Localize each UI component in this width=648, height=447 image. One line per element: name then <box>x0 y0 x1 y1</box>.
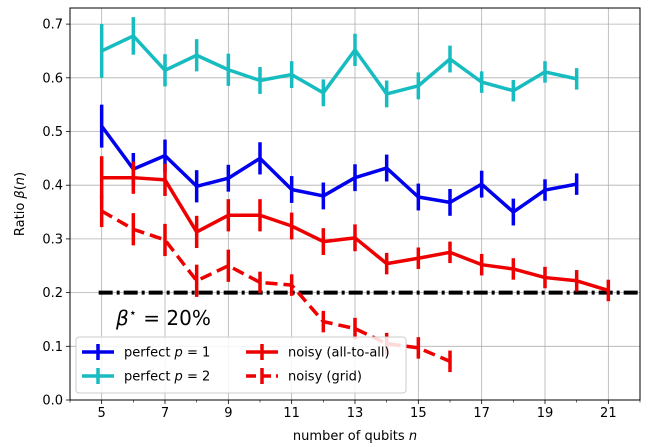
series-line <box>100 34 578 96</box>
y-tick-label: 0.6 <box>42 71 63 86</box>
x-tick-label: 21 <box>600 406 617 421</box>
legend: perfect p = 1 perfect p = 2 noisy (all-to-… <box>75 336 407 394</box>
legend-label: perfect p = 2 <box>124 370 210 385</box>
legend-item: perfect p = 1 <box>82 344 210 361</box>
y-tick-label: 0.2 <box>42 286 63 301</box>
y-tick-label: 0.3 <box>42 232 63 247</box>
series-layer <box>98 17 640 373</box>
x-tick-label: 7 <box>161 406 169 421</box>
legend-item: perfect p = 2 <box>82 368 210 385</box>
legend-label: noisy (all-to-all) <box>288 346 390 361</box>
y-tick-label: 0.0 <box>42 394 63 409</box>
y-tick-label: 0.5 <box>42 125 63 140</box>
legend-item: noisy (all-to-all) <box>246 344 390 361</box>
x-axis-label: number of qubits n <box>293 429 417 444</box>
legend-label: noisy (grid) <box>288 370 362 385</box>
y-tick-label: 0.7 <box>42 18 63 33</box>
x-tick-label: 9 <box>224 406 232 421</box>
reference-line-label: β⋆ = 20% <box>115 306 211 330</box>
x-tick-label: 5 <box>98 406 106 421</box>
y-axis-label: Ratio β(n) <box>13 172 28 236</box>
y-tick-label: 0.1 <box>42 340 63 355</box>
legend-label: perfect p = 1 <box>124 346 210 361</box>
legend-item: noisy (grid) <box>246 368 362 385</box>
x-tick-label: 13 <box>347 406 364 421</box>
x-tick-label: 15 <box>410 406 427 421</box>
x-tick-label: 19 <box>537 406 554 421</box>
x-tick-label: 17 <box>473 406 490 421</box>
axis-ticks: 5 7 9 11 13 15 17 19 21 0.0 0.1 0.2 0.3 0.4 0.5 0.6 0.7 <box>42 18 641 421</box>
series-2 <box>99 156 611 302</box>
series-1 <box>99 17 579 108</box>
legend-box <box>75 336 407 394</box>
x-tick-label: 11 <box>283 406 300 421</box>
y-tick-label: 0.4 <box>42 179 63 194</box>
series-line <box>100 125 577 214</box>
